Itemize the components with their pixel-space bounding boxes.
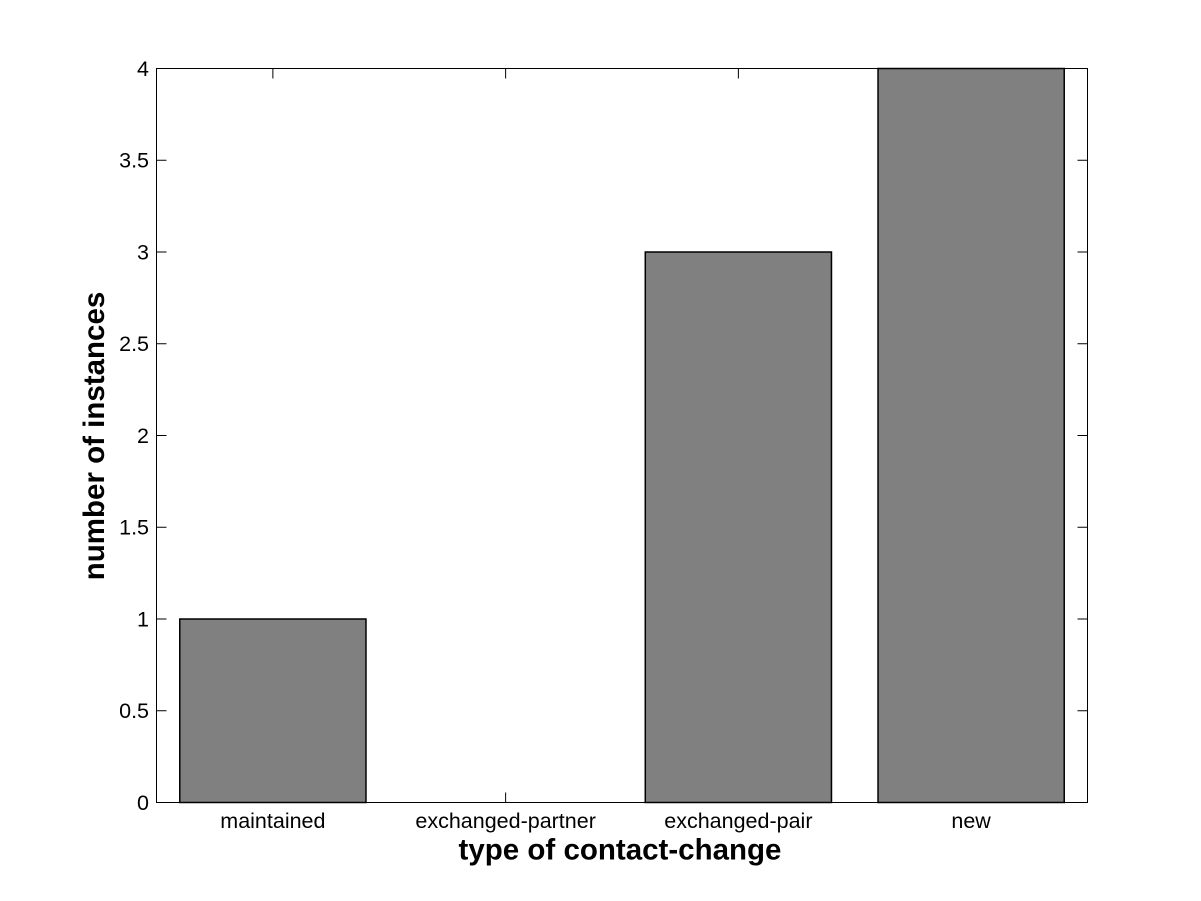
svg-text:exchanged-pair: exchanged-pair xyxy=(664,809,812,833)
svg-text:maintained: maintained xyxy=(220,809,325,833)
svg-text:1.5: 1.5 xyxy=(119,516,149,540)
svg-text:2.5: 2.5 xyxy=(119,332,149,356)
svg-text:0.5: 0.5 xyxy=(119,699,149,723)
svg-text:1: 1 xyxy=(137,607,149,631)
svg-text:0: 0 xyxy=(137,791,149,815)
svg-text:type of contact-change: type of contact-change xyxy=(459,834,782,867)
svg-text:4: 4 xyxy=(137,57,149,81)
svg-text:2: 2 xyxy=(137,424,149,448)
svg-text:3: 3 xyxy=(137,240,149,264)
svg-text:number of instances: number of instances xyxy=(78,292,111,581)
svg-text:new: new xyxy=(951,809,991,833)
svg-text:exchanged-partner: exchanged-partner xyxy=(415,809,595,833)
svg-text:3.5: 3.5 xyxy=(119,149,149,173)
